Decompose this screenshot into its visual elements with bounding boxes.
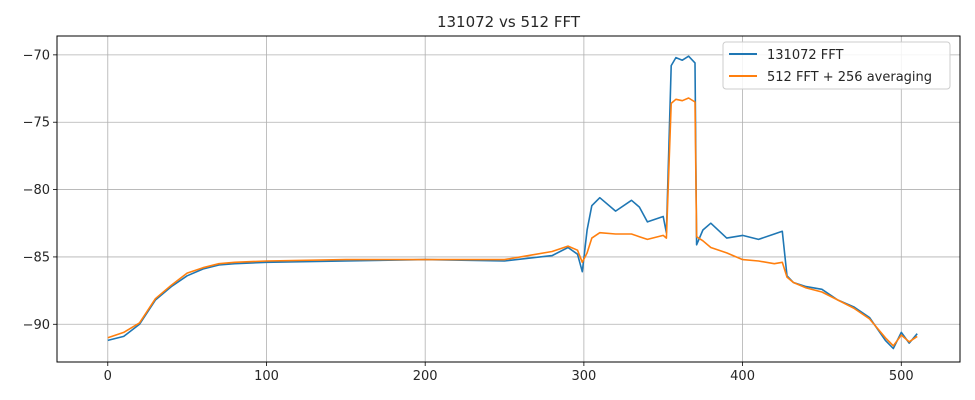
x-tick-label: 200 bbox=[413, 369, 438, 384]
axis-ticks: 0 100 200 300 400 500 −90 −85 −80 −75 −70 bbox=[23, 48, 914, 384]
series-layer bbox=[107, 55, 918, 350]
chart-title: 131072 vs 512 FFT bbox=[437, 13, 581, 31]
y-tick-label: −80 bbox=[23, 183, 50, 198]
legend-label-2: 512 FFT + 256 averaging bbox=[767, 70, 932, 85]
x-tick-label: 400 bbox=[730, 369, 755, 384]
axes-frame bbox=[56, 35, 961, 363]
series-line-2 bbox=[107, 97, 918, 347]
legend: 131072 FFT 512 FFT + 256 averaging bbox=[722, 41, 951, 90]
x-tick-label: 0 bbox=[104, 369, 112, 384]
legend-box bbox=[722, 41, 951, 90]
x-tick-label: 100 bbox=[254, 369, 279, 384]
y-tick-label: −85 bbox=[23, 250, 50, 265]
y-tick-label: −90 bbox=[23, 318, 50, 333]
legend-label-1: 131072 FFT bbox=[767, 48, 843, 63]
x-tick-label: 300 bbox=[571, 369, 596, 384]
y-tick-label: −70 bbox=[23, 48, 50, 63]
x-tick-label: 500 bbox=[889, 369, 914, 384]
y-tick-label: −75 bbox=[23, 116, 50, 131]
